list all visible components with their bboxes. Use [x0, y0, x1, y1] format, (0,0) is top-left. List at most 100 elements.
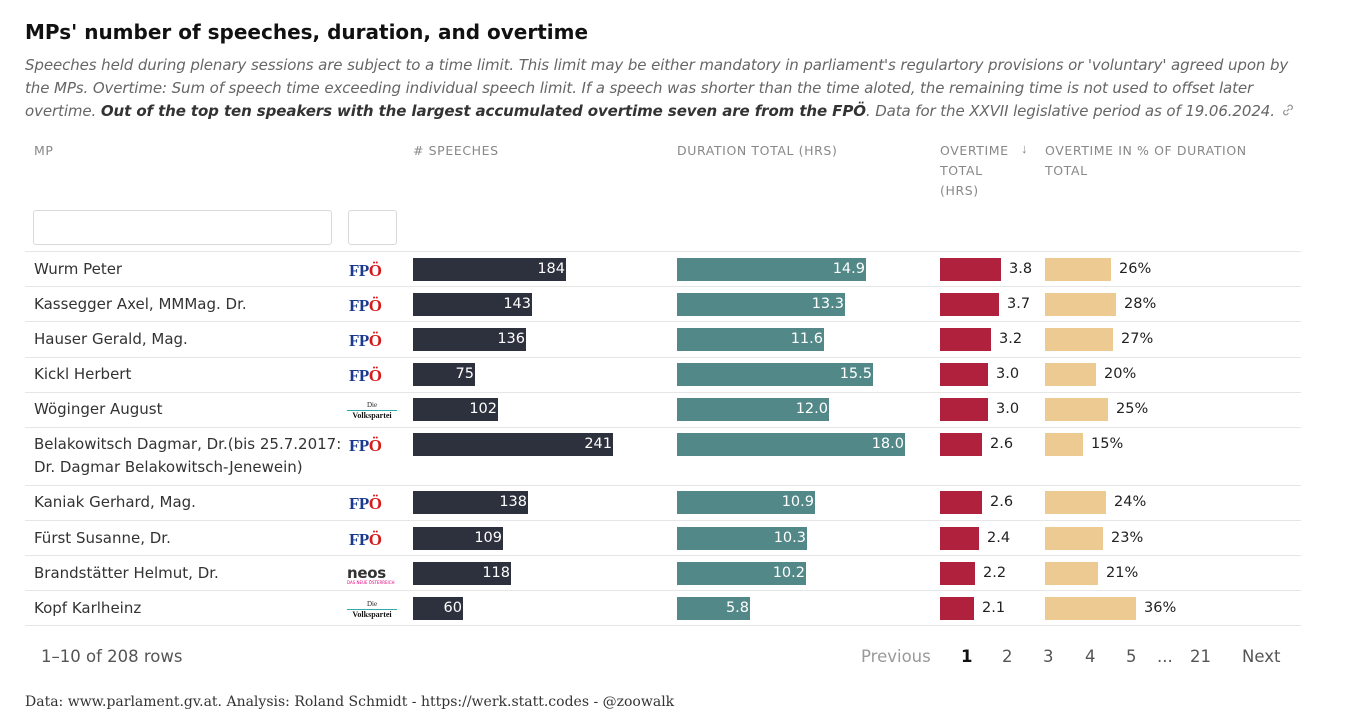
speeches-label: 118 [482, 565, 510, 581]
overtime-pct-bar [1045, 597, 1136, 620]
overtime-bar [940, 328, 991, 351]
mp-name-line1: Wurm Peter [34, 260, 123, 278]
speeches-label: 109 [474, 530, 502, 546]
header-mp[interactable]: MP [34, 143, 54, 158]
overtime-bar [940, 527, 979, 550]
duration-bar [677, 491, 815, 514]
speeches-label: 138 [499, 494, 527, 510]
overtime-pct-label: 28% [1124, 296, 1157, 312]
overtime-pct-label: 21% [1106, 565, 1139, 581]
page-5-button[interactable]: 5 [1126, 647, 1137, 666]
ovp-logo-main: Volkspartei [352, 610, 392, 619]
speeches-label: 136 [497, 331, 525, 347]
ovp-logo-line [347, 410, 397, 411]
speeches-bar [413, 293, 532, 316]
mp-name-line1: Kassegger Axel, MMMag. Dr. [34, 295, 247, 313]
duration-label: 10.2 [772, 565, 805, 581]
speeches-bar [413, 597, 463, 620]
page-4-button[interactable]: 4 [1085, 647, 1096, 666]
duration-label: 13.3 [811, 296, 844, 312]
next-button[interactable]: Next [1242, 647, 1281, 666]
duration-label: 10.9 [781, 494, 814, 510]
overtime-bar [940, 597, 974, 620]
page-ellipsis: ... [1157, 647, 1173, 666]
header-duration[interactable]: DURATION TOTAL (HRS) [677, 143, 838, 158]
mp-name-line1: Brandstätter Helmut, Dr. [34, 564, 219, 582]
duration-label: 18.0 [871, 436, 904, 452]
duration-bar [677, 597, 750, 620]
fpo-logo-main: FP [349, 331, 369, 350]
duration-bar [677, 527, 807, 550]
header-pct-line1: OVERTIME IN % OF DURATION [1045, 143, 1247, 158]
fpo-logo-accent: Ö [368, 296, 382, 315]
mp-name: Brandstätter Helmut, Dr. [34, 562, 219, 585]
duration-bar [677, 433, 905, 456]
speeches-label: 184 [537, 261, 565, 277]
fpo-logo: FPÖ [349, 437, 382, 455]
speeches-label: 241 [584, 436, 612, 452]
overtime-pct-label: 20% [1104, 366, 1137, 382]
fpo-logo-accent: Ö [368, 366, 382, 385]
overtime-pct-label: 26% [1119, 261, 1152, 277]
duration-bar [677, 328, 824, 351]
fpo-logo-accent: Ö [368, 494, 382, 513]
speeches-bar [413, 398, 498, 421]
fpo-logo: FPÖ [349, 262, 382, 280]
row-divider [25, 357, 1301, 358]
row-divider [25, 392, 1301, 393]
mp-filter-input[interactable] [33, 210, 332, 245]
overtime-pct-bar [1045, 398, 1108, 421]
duration-bar [677, 398, 829, 421]
header-overtime[interactable]: OVERTIME TOTAL (HRS) [940, 141, 1009, 201]
header-overtime-line3: (HRS) [940, 183, 979, 198]
overtime-label: 3.8 [1009, 261, 1033, 277]
duration-label: 11.6 [790, 331, 823, 347]
fpo-logo: FPÖ [349, 332, 382, 350]
mp-name: Fürst Susanne, Dr. [34, 527, 171, 550]
row-divider [25, 625, 1301, 626]
header-speeches[interactable]: # SPEECHES [413, 143, 499, 158]
row-divider [25, 321, 1301, 322]
mp-name: Kaniak Gerhard, Mag. [34, 491, 196, 514]
mp-name-line2: Dr. Dagmar Belakowitsch-Jenewein) [34, 458, 303, 476]
overtime-bar [940, 258, 1001, 281]
overtime-bar [940, 363, 988, 386]
speeches-bar [413, 363, 475, 386]
mp-name-line1: Hauser Gerald, Mag. [34, 330, 188, 348]
row-divider [25, 520, 1301, 521]
chart-title: MPs' number of speeches, duration, and o… [25, 20, 589, 44]
sort-desc-icon[interactable]: ↓ [1021, 141, 1028, 156]
chart-description: Speeches held during plenary sessions ar… [25, 54, 1305, 123]
speeches-bar [413, 527, 503, 550]
page-21-button[interactable]: 21 [1190, 647, 1211, 666]
fpo-logo-main: FP [349, 366, 369, 385]
page-3-button[interactable]: 3 [1043, 647, 1054, 666]
mp-name-line1: Fürst Susanne, Dr. [34, 529, 171, 547]
overtime-bar [940, 491, 982, 514]
row-divider [25, 427, 1301, 428]
duration-label: 5.8 [725, 600, 749, 616]
row-divider [25, 555, 1301, 556]
party-filter-input[interactable] [348, 210, 397, 245]
page-1-button[interactable]: 1 [961, 647, 973, 666]
mp-name: Wöginger August [34, 398, 163, 421]
mp-name-line1: Kopf Karlheinz [34, 599, 142, 617]
duration-label: 14.9 [832, 261, 865, 277]
mp-name: Kickl Herbert [34, 363, 131, 386]
previous-button[interactable]: Previous [861, 647, 931, 666]
ovp-logo-main: Volkspartei [352, 411, 392, 420]
fpo-logo-accent: Ö [368, 261, 382, 280]
link-icon[interactable] [1281, 103, 1295, 117]
speeches-bar [413, 491, 528, 514]
fpo-logo-main: FP [349, 261, 369, 280]
speeches-bar [413, 328, 526, 351]
ovp-logo-small: Die [366, 600, 378, 608]
row-divider [25, 251, 1301, 252]
overtime-pct-bar [1045, 527, 1103, 550]
overtime-bar [940, 562, 975, 585]
ovp-logo: Die Volkspartei [347, 600, 397, 619]
page-2-button[interactable]: 2 [1002, 647, 1013, 666]
overtime-label: 3.0 [996, 366, 1020, 382]
header-pct[interactable]: OVERTIME IN % OF DURATION TOTAL [1045, 141, 1247, 181]
speeches-bar [413, 562, 511, 585]
